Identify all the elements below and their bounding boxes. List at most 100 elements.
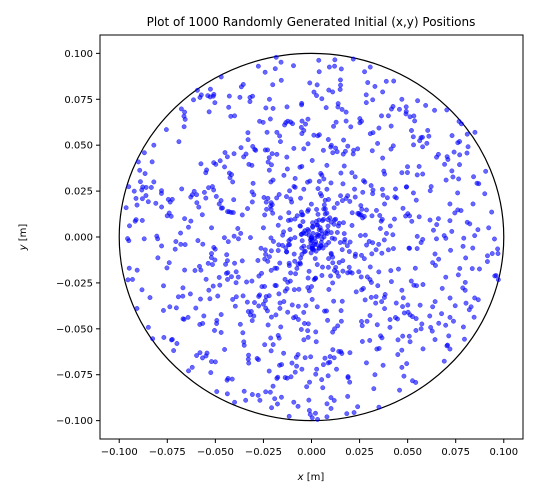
- data-point: [330, 260, 336, 266]
- y-tick-label: 0.000: [64, 233, 93, 244]
- data-point: [429, 328, 435, 334]
- data-point: [452, 303, 458, 309]
- data-point: [306, 244, 312, 250]
- data-point: [477, 266, 482, 272]
- data-point: [403, 213, 409, 219]
- data-point: [275, 248, 281, 253]
- data-point: [287, 188, 292, 194]
- x-tick-label: −0.100: [101, 447, 138, 458]
- data-point: [304, 384, 310, 390]
- data-point: [436, 256, 442, 262]
- data-point: [194, 200, 200, 206]
- data-point: [400, 304, 405, 309]
- data-point: [229, 274, 234, 280]
- data-point: [472, 129, 478, 135]
- y-tick-label: −0.100: [56, 416, 93, 427]
- data-point: [224, 154, 230, 160]
- data-point: [179, 186, 185, 192]
- data-point: [263, 294, 269, 299]
- data-point: [373, 294, 379, 300]
- data-point: [142, 171, 148, 176]
- data-point: [397, 106, 402, 112]
- data-point: [406, 333, 412, 339]
- data-point: [455, 272, 461, 278]
- data-point: [289, 199, 295, 205]
- data-point: [352, 174, 358, 180]
- data-point: [294, 266, 300, 271]
- y-axis: −0.100 −0.075 −0.050 −0.025 0.000 0.025 0.050 0…: [56, 49, 100, 427]
- data-point: [277, 133, 283, 139]
- data-point: [134, 202, 140, 208]
- data-point: [182, 116, 188, 122]
- data-point: [383, 78, 389, 84]
- data-point: [409, 218, 415, 224]
- data-point: [216, 274, 222, 280]
- data-point: [327, 359, 333, 365]
- data-point: [125, 236, 130, 242]
- data-point: [370, 97, 376, 103]
- data-point: [295, 403, 301, 409]
- data-point: [326, 64, 332, 70]
- data-point: [302, 248, 308, 254]
- data-point: [309, 415, 315, 421]
- data-point: [298, 327, 304, 332]
- data-point: [207, 296, 213, 302]
- data-point: [330, 329, 336, 335]
- data-point: [339, 247, 345, 253]
- data-point: [349, 170, 355, 176]
- data-point: [319, 273, 325, 278]
- data-point: [276, 291, 282, 297]
- data-point: [262, 147, 268, 153]
- data-point: [446, 333, 452, 339]
- data-point: [432, 107, 437, 113]
- data-point: [206, 185, 211, 191]
- data-point: [403, 184, 409, 190]
- data-point: [319, 96, 325, 102]
- data-point: [405, 164, 410, 170]
- data-point: [451, 318, 456, 324]
- data-point: [368, 183, 374, 188]
- data-point: [386, 113, 391, 119]
- data-point: [306, 397, 312, 403]
- data-point: [244, 279, 249, 285]
- data-point: [209, 251, 214, 256]
- data-point: [372, 84, 378, 89]
- data-point: [347, 379, 353, 385]
- data-point: [434, 154, 439, 160]
- data-point: [351, 410, 357, 415]
- data-point: [250, 93, 255, 99]
- data-point: [167, 304, 173, 310]
- data-point: [285, 309, 291, 315]
- data-point: [359, 252, 364, 258]
- data-point: [399, 347, 405, 353]
- data-point: [291, 145, 297, 151]
- data-point: [470, 201, 476, 207]
- data-point: [243, 151, 249, 157]
- data-point: [212, 328, 217, 333]
- data-point: [359, 339, 365, 344]
- data-point: [336, 260, 342, 265]
- data-point: [364, 242, 369, 248]
- data-point: [444, 343, 450, 349]
- data-point: [358, 203, 364, 208]
- data-point: [331, 355, 337, 361]
- data-point: [447, 346, 453, 352]
- data-point: [367, 313, 373, 318]
- data-point: [495, 246, 501, 252]
- data-point: [263, 251, 268, 257]
- data-point: [261, 225, 266, 231]
- data-point: [395, 316, 400, 322]
- data-point: [439, 286, 445, 291]
- data-point: [125, 277, 131, 283]
- data-point: [268, 179, 274, 185]
- data-point: [182, 242, 188, 248]
- data-point: [311, 132, 317, 138]
- data-point: [379, 335, 385, 341]
- plot-area: [99, 34, 524, 440]
- data-point: [284, 166, 290, 172]
- data-point: [387, 223, 393, 229]
- data-point: [222, 164, 227, 170]
- data-point: [347, 350, 353, 356]
- data-point: [449, 133, 455, 138]
- data-point: [159, 204, 164, 210]
